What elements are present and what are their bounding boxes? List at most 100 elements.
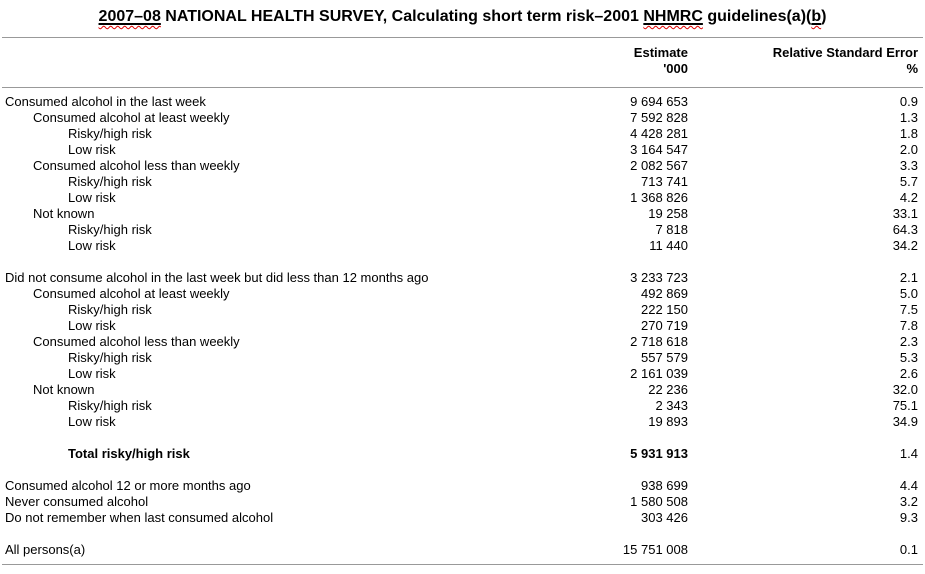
table-row: Not known 22 236 32.0 bbox=[0, 382, 925, 398]
row-estimate-value: 11 440 bbox=[649, 238, 688, 253]
row-estimate-value: 15 751 008 bbox=[622, 542, 688, 557]
row-rse-value: 2.0 bbox=[899, 142, 918, 157]
row-estimate-value: 22 236 bbox=[648, 382, 688, 397]
table-body: Consumed alcohol in the last week 9 694 6… bbox=[0, 88, 925, 558]
row-label: Low risk bbox=[68, 142, 116, 157]
title-divider-line bbox=[2, 37, 923, 38]
row-rse-value: 0.1 bbox=[899, 542, 918, 557]
table-row: Low risk 2 161 039 2.6 bbox=[0, 366, 925, 382]
table-row: Consumed alcohol less than weekly 2 082 5… bbox=[0, 158, 925, 174]
row-label: Low risk bbox=[68, 238, 116, 253]
table-row: Not known 19 258 33.1 bbox=[0, 206, 925, 222]
table-row: Risky/high risk 557 579 5.3 bbox=[0, 350, 925, 366]
table-column-headers: Estimate '000 Relative Standard Error % bbox=[0, 38, 925, 87]
spellcheck-flagged-word: 2007–08 bbox=[99, 8, 161, 25]
table-spacer-row bbox=[0, 254, 925, 270]
row-rse-value: 4.4 bbox=[899, 478, 918, 493]
row-estimate-value: 3 233 723 bbox=[630, 270, 688, 285]
row-rse-value: 1.8 bbox=[899, 126, 918, 141]
row-estimate-value: 19 893 bbox=[648, 414, 688, 429]
row-label: Consumed alcohol less than weekly bbox=[33, 334, 240, 349]
column-header-estimate-line1: Estimate bbox=[633, 45, 688, 60]
row-rse-value: 33.1 bbox=[892, 206, 918, 221]
row-label: Not known bbox=[33, 382, 95, 397]
row-rse-value: 34.2 bbox=[892, 238, 918, 253]
row-estimate-value: 4 428 281 bbox=[630, 126, 688, 141]
row-label: Consumed alcohol less than weekly bbox=[33, 158, 240, 173]
row-rse-value: 5.7 bbox=[899, 174, 918, 189]
table-row: Consumed alcohol 12 or more months ago 93… bbox=[0, 478, 925, 494]
table-row: Low risk 1 368 826 4.2 bbox=[0, 190, 925, 206]
row-estimate-value: 270 719 bbox=[641, 318, 688, 333]
row-label: All persons(a) bbox=[5, 542, 86, 557]
table-spacer-row bbox=[0, 430, 925, 446]
row-rse-value: 7.8 bbox=[899, 318, 918, 333]
table-row: Did not consume alcohol in the last week… bbox=[0, 270, 925, 286]
row-label: Low risk bbox=[68, 414, 116, 429]
table-row: Low risk 11 440 34.2 bbox=[0, 238, 925, 254]
table-row: Do not remember when last consumed alcoh… bbox=[0, 510, 925, 526]
document-title: 2007–08 NATIONAL HEALTH SURVEY, Calculat… bbox=[98, 8, 827, 25]
row-estimate-value: 1 368 826 bbox=[630, 190, 688, 205]
row-rse-value: 1.3 bbox=[899, 110, 918, 125]
row-estimate-value: 19 258 bbox=[648, 206, 688, 221]
row-label: Risky/high risk bbox=[68, 126, 152, 141]
row-estimate-value: 1 580 508 bbox=[630, 494, 688, 509]
column-header-rse-line2: % bbox=[906, 61, 918, 76]
table-row: Low risk 3 164 547 2.0 bbox=[0, 142, 925, 158]
row-estimate-value: 492 869 bbox=[641, 286, 688, 301]
table-row: Consumed alcohol less than weekly 2 718 6… bbox=[0, 334, 925, 350]
row-estimate-value: 713 741 bbox=[641, 174, 688, 189]
row-rse-value: 3.3 bbox=[899, 158, 918, 173]
row-rse-value: 4.2 bbox=[899, 190, 918, 205]
row-estimate-value: 222 150 bbox=[641, 302, 688, 317]
row-estimate-value: 938 699 bbox=[641, 478, 688, 493]
row-estimate-value: 2 161 039 bbox=[630, 366, 688, 381]
spellcheck-wavy-underline: NHMRC bbox=[643, 8, 703, 25]
row-estimate-value: 7 592 828 bbox=[630, 110, 688, 125]
table-spacer-row bbox=[0, 462, 925, 478]
table-row: Never consumed alcohol 1 580 508 3.2 bbox=[0, 494, 925, 510]
row-rse-value: 2.3 bbox=[899, 334, 918, 349]
table-row: Consumed alcohol in the last week 9 694 6… bbox=[0, 94, 925, 110]
column-header-estimate-line2: '000 bbox=[663, 61, 688, 76]
table-row: All persons(a) 15 751 008 0.1 bbox=[0, 542, 925, 558]
table-row: Low risk 19 893 34.9 bbox=[0, 414, 925, 430]
table-spacer-row bbox=[0, 526, 925, 542]
row-estimate-value: 5 931 913 bbox=[630, 446, 688, 461]
row-rse-value: 2.1 bbox=[899, 270, 918, 285]
column-header-rse-line1: Relative Standard Error bbox=[772, 45, 918, 60]
row-estimate-value: 303 426 bbox=[641, 510, 688, 525]
row-estimate-value: 9 694 653 bbox=[630, 94, 688, 109]
table-row: Risky/high risk 713 741 5.7 bbox=[0, 174, 925, 190]
table-total-row: Total risky/high risk 5 931 913 1.4 bbox=[0, 446, 925, 462]
table-row: Consumed alcohol at least weekly 492 869 5… bbox=[0, 286, 925, 302]
row-estimate-value: 2 343 bbox=[655, 398, 688, 413]
row-label: Consumed alcohol at least weekly bbox=[33, 286, 230, 301]
row-rse-value: 2.6 bbox=[899, 366, 918, 381]
table-row: Risky/high risk 222 150 7.5 bbox=[0, 302, 925, 318]
row-rse-value: 7.5 bbox=[899, 302, 918, 317]
row-rse-value: 34.9 bbox=[892, 414, 918, 429]
row-label: Did not consume alcohol in the last week… bbox=[5, 270, 429, 285]
row-label: Risky/high risk bbox=[68, 222, 152, 237]
row-label: Consumed alcohol 12 or more months ago bbox=[5, 478, 251, 493]
row-label: Risky/high risk bbox=[68, 174, 152, 189]
row-label: Consumed alcohol in the last week bbox=[5, 94, 206, 109]
row-estimate-value: 7 818 bbox=[655, 222, 688, 237]
column-header-rse: Relative Standard Error % bbox=[688, 45, 918, 77]
row-rse-value: 75.1 bbox=[892, 398, 918, 413]
spellcheck-flagged-word: b bbox=[811, 8, 821, 25]
row-rse-value: 5.3 bbox=[899, 350, 918, 365]
row-estimate-value: 557 579 bbox=[641, 350, 688, 365]
spellcheck-wavy-underline: 2007–08 bbox=[98, 8, 161, 25]
table-row: Risky/high risk 2 343 75.1 bbox=[0, 398, 925, 414]
row-label: Risky/high risk bbox=[68, 302, 152, 317]
row-label: Never consumed alcohol bbox=[5, 494, 149, 509]
row-rse-value: 32.0 bbox=[892, 382, 918, 397]
row-label: Low risk bbox=[68, 318, 116, 333]
row-label: Consumed alcohol at least weekly bbox=[33, 110, 230, 125]
table-row: Risky/high risk 7 818 64.3 bbox=[0, 222, 925, 238]
row-estimate-value: 3 164 547 bbox=[630, 142, 688, 157]
